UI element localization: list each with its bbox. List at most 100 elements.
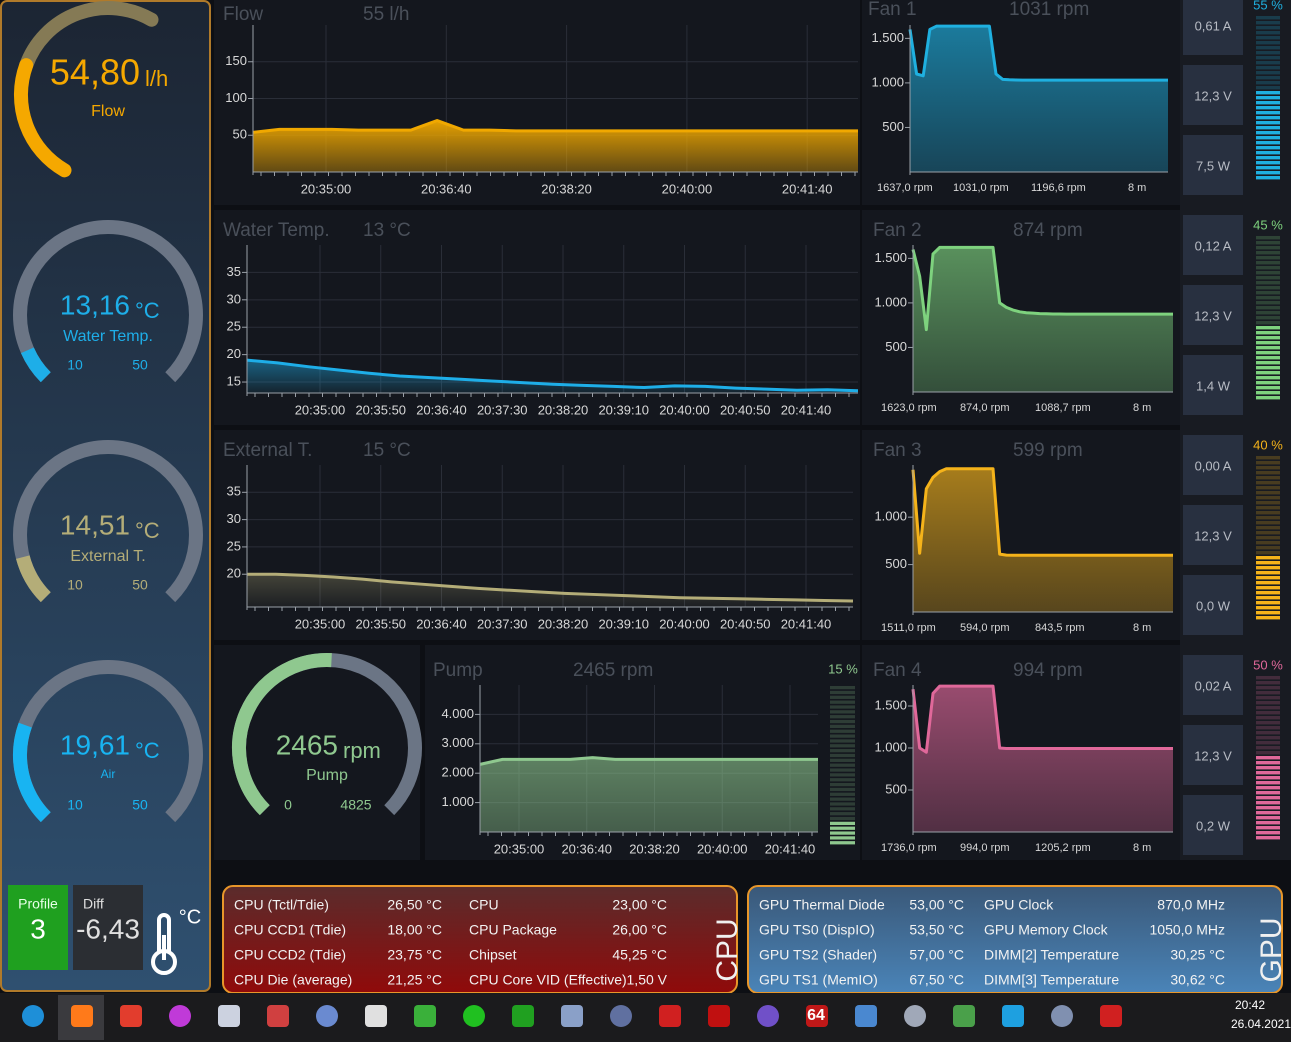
duty-segment-off [1256,256,1280,260]
taskbar-icon[interactable] [1002,1005,1024,1027]
taskbar-icon[interactable] [22,1005,44,1027]
gauge-min: 10 [67,357,83,373]
duty-segment [1256,171,1280,175]
duty-segment-off [830,782,855,787]
taskbar-icon[interactable] [561,1005,583,1027]
taskbar-badge: 64 [807,1007,825,1024]
gauge-track [13,440,203,603]
clock-time: 20:42 [1235,998,1265,1012]
duty-segment [1256,161,1280,165]
diff-box [73,885,143,970]
duty-segment [1256,396,1280,400]
duty-segment-off [830,729,855,733]
duty-segment [1256,791,1280,795]
y-tick-label: 500 [885,556,907,571]
taskbar-icon[interactable] [1051,1005,1073,1027]
duty-segment-off [1256,746,1280,750]
taskbar-icon[interactable] [512,1005,534,1027]
chart-title: Water Temp. [223,220,330,241]
gauge-arc [232,653,332,816]
sensor-name: GPU TS0 (DispIO) [759,922,875,938]
duty-segment [1256,386,1280,390]
duty-segment [1256,821,1280,825]
chart-title: Fan 4 [873,660,922,681]
duty-segment-off [830,763,855,767]
duty-segment-off [830,797,855,801]
fan-stat: 8 m [1128,182,1146,194]
taskbar-icon[interactable] [169,1005,191,1027]
duty-segment [1256,806,1280,810]
duty-segment-off [830,768,855,772]
taskbar-icon[interactable] [120,1005,142,1027]
duty-segment-off [830,719,855,724]
profile-box [8,885,68,970]
taskbar-icon[interactable] [414,1005,436,1027]
chart-title: Fan 2 [873,220,922,241]
sensor-name: CPU CCD1 (Tdie) [234,922,346,938]
taskbar-icon[interactable] [1100,1005,1122,1027]
duty-segment [1256,816,1280,820]
area [910,26,1168,172]
x-tick-label: 20:41:40 [765,841,816,856]
taskbar-icon[interactable] [463,1005,485,1027]
gauge-unit: °C [135,298,160,323]
duty-segment-off [1256,466,1280,470]
duty-segment [1256,576,1280,580]
taskbar-icon[interactable] [71,1005,93,1027]
duty-segment [1256,391,1280,395]
taskbar-icon[interactable] [953,1005,975,1027]
taskbar-icon[interactable] [757,1005,779,1027]
gauge-value: 13,16 [60,289,130,320]
duty-segment [1256,566,1280,570]
taskbar-icon[interactable] [904,1005,926,1027]
taskbar-icon[interactable] [218,1005,240,1027]
duty-segment-off [1256,731,1280,735]
line [911,467,1173,557]
taskbar-icon[interactable] [316,1005,338,1027]
fan-current: 0,00 A [1195,458,1232,473]
sensor-name: GPU TS2 (Shader) [759,947,877,963]
duty-segment-off [830,816,855,821]
x-tick-label: 20:41:40 [781,616,832,631]
reading-box [1183,655,1243,715]
taskbar-icon[interactable] [659,1005,681,1027]
x-tick-label: 20:35:00 [494,841,545,856]
duty-segment-off [830,792,855,796]
sensor-name: DIMM[3] Temperature [984,972,1119,988]
area [913,686,1173,832]
taskbar-icon[interactable] [365,1005,387,1027]
duty-segment-off [1256,286,1280,290]
duty-segment-off [1256,481,1280,485]
taskbar-icon[interactable] [610,1005,632,1027]
taskbar-icon[interactable] [267,1005,289,1027]
fan-current: 0,61 A [1195,18,1232,33]
x-tick-label: 20:39:10 [598,616,649,631]
duty-segment-off [1256,741,1280,745]
sensor-value: 57,00 °C [909,947,964,963]
sensor-value: 67,50 °C [909,972,964,988]
duty-segment [1256,126,1280,130]
taskbar-icon[interactable] [708,1005,730,1027]
gauge-unit: °C [135,518,160,543]
reading-box [1183,65,1243,125]
duty-segment-off [1256,271,1280,275]
duty-segment [1256,796,1280,800]
duty-segment-off [1256,261,1280,265]
taskbar-icon[interactable] [855,1005,877,1027]
chart-title: Flow [223,4,263,25]
duty-segment-off [1256,546,1280,550]
sensor-value: 53,00 °C [909,897,964,913]
line [911,245,1173,332]
sensor-value: 870,0 MHz [1157,897,1225,913]
duty-segment-off [1256,551,1280,555]
duty-segment-off [830,749,855,753]
area [913,468,1173,612]
duty-segment-off [1256,56,1280,60]
chart-title: Pump [433,660,483,681]
duty-segment [1256,96,1280,100]
duty-segment [1256,756,1280,760]
taskbar-icon[interactable] [806,1005,828,1027]
duty-segment [1256,131,1280,135]
chart-reading: 599 rpm [1013,440,1083,461]
fan-power: 1,4 W [1196,378,1231,393]
